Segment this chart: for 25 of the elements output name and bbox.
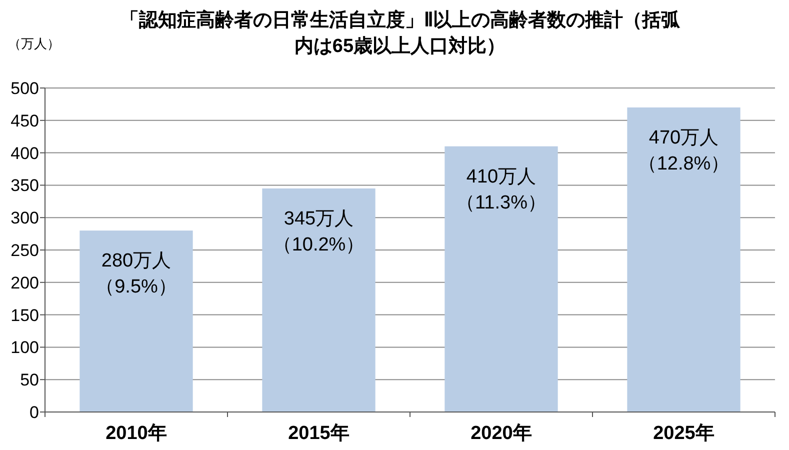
data-label: 345万人（10.2%） bbox=[272, 208, 365, 256]
data-label: 470万人（12.8%） bbox=[638, 127, 730, 174]
y-tick-label: 400 bbox=[10, 144, 39, 163]
y-tick-label: 0 bbox=[30, 403, 39, 422]
y-tick-label: 350 bbox=[10, 176, 39, 196]
x-tick-label: 2025年 bbox=[653, 423, 714, 444]
data-label: 280万人（9.5%） bbox=[96, 250, 177, 298]
y-tick-label: 450 bbox=[10, 111, 39, 130]
data-label: 410万人（11.3%） bbox=[456, 166, 546, 214]
y-tick-label: 250 bbox=[10, 241, 39, 260]
bar bbox=[627, 107, 740, 412]
y-tick-label: 50 bbox=[20, 370, 39, 390]
y-tick-label: 150 bbox=[10, 306, 39, 325]
y-tick-label: 100 bbox=[10, 338, 39, 358]
y-tick-label: 300 bbox=[10, 208, 39, 228]
y-tick-label: 200 bbox=[10, 273, 39, 292]
y-tick-label: 500 bbox=[10, 79, 39, 98]
x-tick-label: 2020年 bbox=[470, 423, 532, 444]
x-tick-label: 2015年 bbox=[288, 423, 350, 444]
title: 「認知症高齢者の日常生活自立度」Ⅱ以上の高齢者数の推計（括弧内は65歳以上人口対比） bbox=[120, 10, 680, 57]
y-axis-title: （万人） bbox=[8, 36, 60, 51]
bar bbox=[444, 146, 558, 412]
bar bbox=[80, 230, 193, 412]
bar bbox=[262, 188, 376, 412]
x-tick-label: 2010年 bbox=[106, 423, 167, 444]
